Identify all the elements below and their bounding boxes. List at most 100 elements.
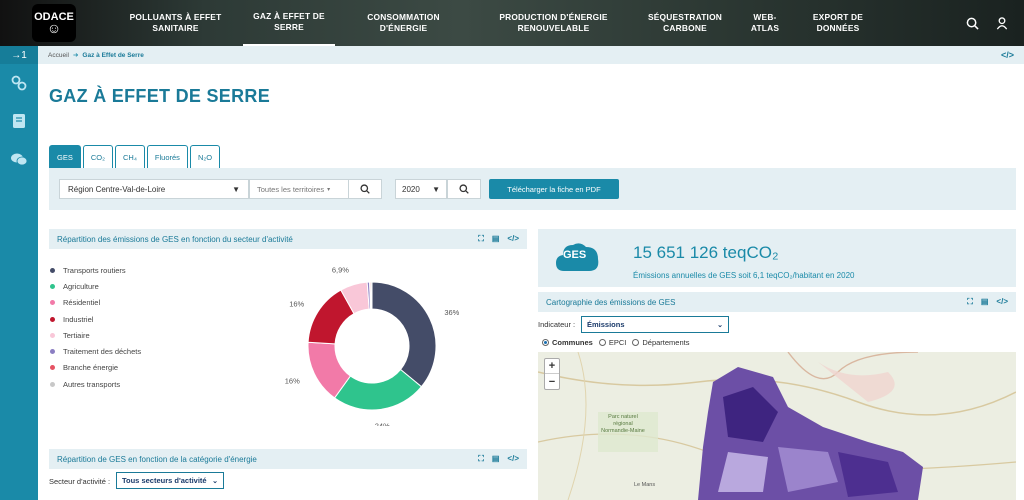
left-sidebar: →1 (0, 46, 38, 500)
code-icon[interactable]: </> (507, 454, 519, 463)
nav-item[interactable]: Séquestration carbone (647, 12, 723, 33)
expand-icon[interactable]: ⛶ (478, 234, 484, 243)
code-icon[interactable]: </> (1000, 50, 1014, 60)
radio-button-icon[interactable] (598, 339, 606, 346)
donut-data-label: 36% (444, 308, 459, 317)
download-pdf-button[interactable]: Télécharger la fiche en PDF (489, 179, 619, 199)
sector-filter-label: Secteur d'activité : (49, 477, 111, 486)
legend-item[interactable]: Résidentiel (50, 295, 141, 311)
legend-item[interactable]: Traitement des déchets (50, 343, 141, 359)
zoom-in-button[interactable]: + (545, 359, 559, 374)
ges-total-subtitle: Émissions annuelles de GES soit 6,1 teqC… (633, 271, 855, 280)
indicator-label: Indicateur : (538, 320, 576, 329)
legend-label: Agriculture (63, 281, 99, 291)
year-search-button[interactable] (447, 179, 481, 199)
breadcrumb-home[interactable]: Accueil (48, 51, 69, 59)
code-icon[interactable]: </> (996, 297, 1008, 306)
legend-label: Autres transports (63, 379, 121, 389)
legend-item[interactable]: Agriculture (50, 278, 141, 294)
sidebar-toggle[interactable]: →1 (0, 46, 38, 64)
code-icon[interactable]: </> (507, 234, 519, 243)
user-icon[interactable] (994, 15, 1010, 31)
map-level-radio[interactable]: Communes (542, 338, 593, 347)
sector-filter-value: Tous secteurs d'activité (122, 476, 207, 485)
tab-gas[interactable]: N₂O (189, 145, 221, 168)
search-icon (360, 184, 370, 194)
emissions-map[interactable]: Parc naturel régional Normandie-Maine Le… (538, 352, 1016, 500)
legend-item[interactable]: Tertiaire (50, 327, 141, 343)
legend-item[interactable]: Industriel (50, 311, 141, 327)
tab-gas[interactable]: GES (49, 145, 81, 168)
nav-item[interactable]: Export de données (812, 12, 864, 33)
nav-item[interactable]: Consommation d'énergie (367, 12, 440, 33)
donut-data-label: 16% (285, 376, 300, 385)
legend-swatch (50, 267, 55, 273)
ges-cloud-icon (556, 243, 599, 271)
donut-data-label: 6,9% (332, 265, 349, 274)
map-place-label: Parc naturel régional Normandie-Maine (601, 414, 645, 434)
legend-label: Traitement des déchets (63, 347, 142, 357)
legend-item[interactable]: Branche énergie (50, 360, 141, 376)
map-panel-title: Cartographie des émissions de GES (546, 297, 676, 307)
top-navigation: ODACE ☺ Polluants à effet sanitaire Gaz à… (0, 0, 1024, 46)
radio-button-icon[interactable] (632, 339, 640, 346)
legend-item[interactable]: Transports routiers (50, 262, 141, 278)
chat-icon[interactable] (0, 140, 38, 178)
indicator-select-value: Émissions (587, 320, 625, 329)
year-select[interactable]: 2020 ▼ (395, 179, 447, 199)
nav-item[interactable]: Web-atlas (750, 12, 780, 33)
document-icon[interactable]: ▤ (491, 454, 500, 463)
caret-down-icon: ▼ (232, 184, 240, 194)
legend-label: Tertiaire (63, 330, 90, 340)
energy-panel-title: Répartition de GES en fonction de la cat… (57, 454, 257, 464)
nav-item[interactable]: Production d'énergie renouvelable (499, 12, 608, 33)
breadcrumb: Accueil ➔ Gaz à Effet de Serre </> (38, 46, 1024, 64)
map-place-label: Le Mans (634, 482, 656, 488)
tab-gas[interactable]: CO₂ (82, 145, 114, 168)
territory-select-placeholder: Toutes les territoires (257, 184, 325, 194)
legend-item[interactable]: Autres transports (50, 376, 141, 392)
tab-gas[interactable]: CH₄ (115, 145, 145, 168)
indicator-select[interactable]: Émissions ⌄ (581, 316, 729, 333)
nav-menu: Polluants à effet sanitaire Gaz à effet d… (108, 0, 964, 46)
territory-search-button[interactable] (348, 179, 382, 199)
map-panel-header: Cartographie des émissions de GES ⛶ ▤ </… (538, 292, 1016, 312)
document-icon[interactable]: ▤ (980, 297, 989, 306)
sector-panel-title: Répartition des émissions de GES en fonc… (57, 234, 293, 244)
radio-button-icon[interactable] (542, 339, 549, 346)
chart-legend: Transports routiers Agriculture Résidentie… (50, 262, 141, 392)
document-icon[interactable]: ▤ (491, 234, 500, 243)
map-tiles (538, 352, 1016, 500)
legend-swatch (50, 381, 55, 387)
zoom-out-button[interactable]: − (548, 375, 556, 388)
territory-select[interactable]: Toutes les territoires ▾ (249, 179, 349, 199)
logo[interactable]: ODACE ☺ (0, 0, 108, 46)
logo-text: ODACE (34, 11, 74, 23)
gears-icon[interactable] (0, 64, 38, 102)
sector-filter-select[interactable]: Tous secteurs d'activité ⌄ (116, 472, 224, 489)
expand-icon[interactable]: ⛶ (967, 297, 973, 306)
legend-swatch (50, 300, 55, 306)
tab-gas[interactable]: Fluorés (146, 145, 188, 168)
nav-item[interactable]: Polluants à effet sanitaire (129, 12, 222, 33)
legend-swatch (50, 332, 55, 338)
ges-summary-card: GES 15 651 126 teqCO₂ Émissions annuelle… (538, 229, 1016, 287)
energy-panel-header: Répartition de GES en fonction de la cat… (49, 449, 527, 469)
donut-slice[interactable] (370, 281, 373, 310)
map-level-radio[interactable]: EPCI (598, 338, 627, 347)
legend-label: Branche énergie (63, 363, 119, 373)
legend-label: Résidentiel (63, 298, 101, 308)
donut-slice[interactable] (371, 281, 437, 388)
map-level-label: Départements (642, 338, 690, 347)
book-icon[interactable] (0, 102, 38, 140)
nav-item[interactable]: Gaz à effet de serre (243, 0, 335, 46)
region-select[interactable]: Région Centre-Val-de-Loire ▼ (59, 179, 249, 199)
search-icon[interactable] (964, 15, 980, 31)
map-zoom-control: + − (544, 358, 560, 390)
map-level-radios: Communes EPCI Départements (542, 338, 689, 347)
expand-icon[interactable]: ⛶ (478, 454, 484, 463)
map-level-radio[interactable]: Départements (632, 338, 689, 347)
year-select-value: 2020 (402, 184, 420, 194)
legend-label: Transports routiers (63, 265, 126, 275)
map-level-label: EPCI (608, 338, 627, 347)
